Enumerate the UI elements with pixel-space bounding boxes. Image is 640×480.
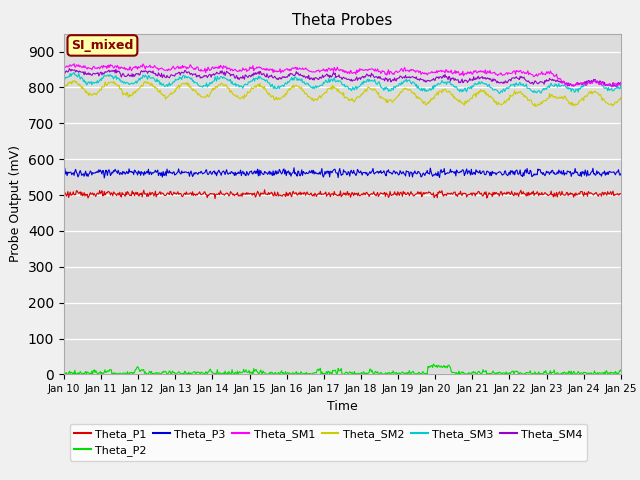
Theta_SM2: [70, 78, 78, 84]
Theta_SM4: [607, 84, 615, 89]
Line: Theta_P3: Theta_P3: [64, 168, 621, 178]
Theta_P3: [128, 170, 136, 176]
Theta_P2: [617, 367, 625, 373]
Theta_SM3: [185, 74, 193, 80]
Theta_P2: [196, 372, 204, 377]
Theta_P1: [70, 192, 78, 198]
Theta_P2: [184, 372, 192, 377]
Theta_SM4: [65, 66, 73, 72]
Theta_SM3: [411, 81, 419, 86]
Theta_P1: [184, 191, 192, 197]
Theta_P3: [100, 175, 108, 181]
Theta_SM1: [70, 61, 78, 67]
Theta_SM3: [70, 70, 78, 75]
Theta_SM1: [411, 68, 419, 73]
Theta_P1: [428, 192, 436, 198]
Line: Theta_SM1: Theta_SM1: [64, 64, 621, 87]
Theta_SM2: [411, 92, 419, 97]
Text: SI_mixed: SI_mixed: [71, 39, 134, 52]
Theta_SM4: [617, 80, 625, 85]
Theta_SM4: [214, 71, 222, 76]
Theta_P2: [127, 369, 135, 375]
Theta_P2: [60, 370, 68, 376]
Theta_SM1: [71, 64, 79, 70]
Theta_SM2: [71, 78, 79, 84]
Line: Theta_P1: Theta_P1: [64, 190, 621, 199]
Theta_SM3: [617, 82, 625, 88]
Theta_SM4: [185, 69, 193, 75]
Theta_SM2: [128, 93, 136, 98]
Theta_P2: [70, 371, 78, 377]
Theta_SM1: [185, 65, 193, 71]
Theta_SM1: [60, 64, 68, 70]
Theta_P2: [411, 372, 419, 377]
Line: Theta_SM2: Theta_SM2: [64, 81, 621, 107]
Theta_SM1: [214, 66, 222, 72]
Theta_SM4: [60, 69, 68, 75]
Theta_P3: [428, 171, 436, 177]
Theta_SM3: [214, 75, 222, 81]
Theta_SM1: [609, 84, 616, 90]
Theta_P2: [429, 361, 437, 367]
Theta_P2: [428, 363, 435, 369]
Theta_SM3: [128, 80, 136, 86]
Theta_SM2: [185, 81, 193, 86]
Theta_P1: [60, 192, 68, 198]
Theta_SM3: [495, 91, 503, 96]
Theta_SM4: [411, 74, 419, 80]
Line: Theta_SM4: Theta_SM4: [64, 69, 621, 86]
Theta_P1: [412, 192, 419, 197]
Theta_P3: [412, 170, 419, 176]
Y-axis label: Probe Output (mV): Probe Output (mV): [10, 145, 22, 263]
Theta_SM2: [428, 96, 435, 102]
Theta_SM1: [128, 66, 136, 72]
Theta_SM4: [71, 67, 79, 73]
Theta_P3: [70, 172, 78, 178]
Theta_P3: [617, 171, 625, 177]
Theta_SM4: [128, 71, 136, 77]
Line: Theta_SM3: Theta_SM3: [64, 72, 621, 94]
Theta_P3: [290, 165, 298, 171]
X-axis label: Time: Time: [327, 400, 358, 413]
Theta_P1: [214, 192, 222, 197]
Theta_SM2: [214, 83, 222, 88]
Theta_P1: [260, 187, 268, 192]
Theta_SM1: [428, 70, 435, 75]
Theta_P3: [185, 169, 193, 175]
Theta_SM1: [617, 80, 625, 86]
Theta_P1: [127, 193, 135, 199]
Theta_P3: [60, 170, 68, 176]
Theta_SM3: [60, 75, 68, 81]
Theta_P1: [617, 191, 625, 197]
Theta_SM3: [71, 72, 79, 78]
Theta_SM3: [428, 87, 435, 93]
Theta_P3: [214, 168, 222, 174]
Theta_SM4: [428, 78, 435, 84]
Title: Theta Probes: Theta Probes: [292, 13, 392, 28]
Line: Theta_P2: Theta_P2: [64, 364, 621, 374]
Legend: Theta_P1, Theta_P2, Theta_P3, Theta_SM1, Theta_SM2, Theta_SM3, Theta_SM4: Theta_P1, Theta_P2, Theta_P3, Theta_SM1,…: [70, 424, 587, 460]
Theta_SM2: [617, 95, 625, 100]
Theta_SM2: [532, 104, 540, 109]
Theta_P1: [211, 196, 219, 202]
Theta_P2: [214, 371, 222, 376]
Theta_SM2: [60, 85, 68, 91]
